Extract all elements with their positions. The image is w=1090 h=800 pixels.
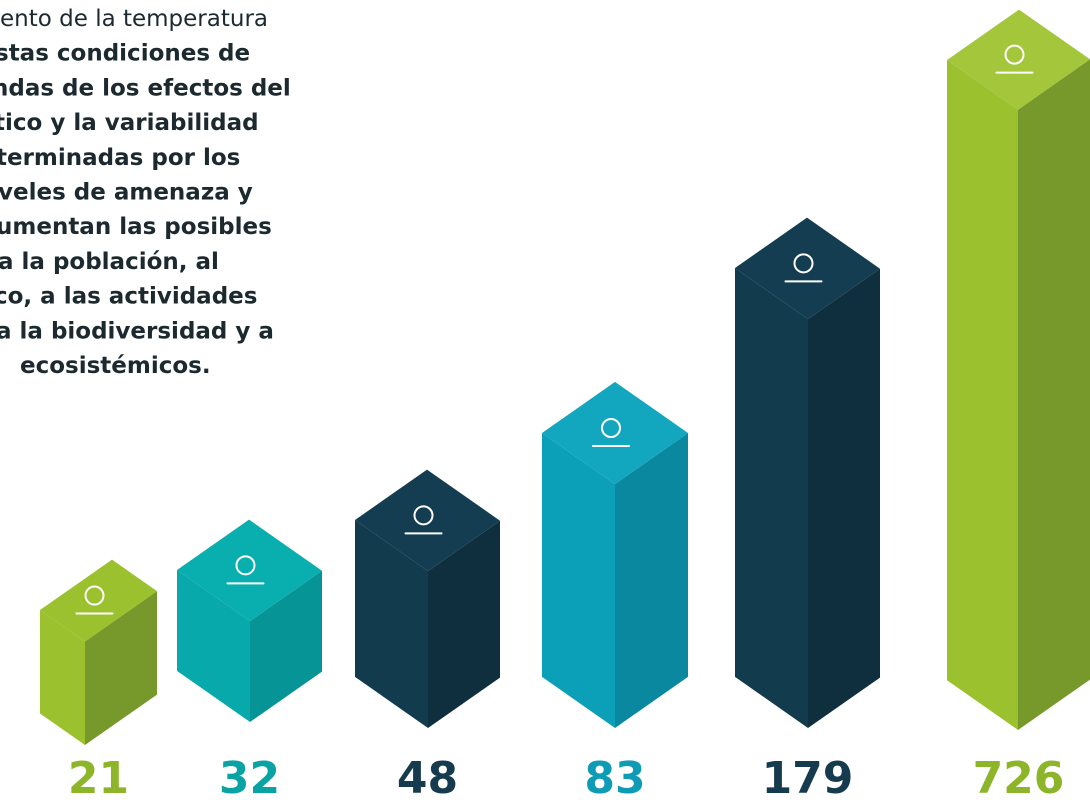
figure-value: 21 (68, 753, 129, 800)
paragraph-line: a la biodiversidad y a (0, 318, 274, 344)
paragraph-line: umentan las posibles (0, 214, 272, 240)
bar-left-face (735, 268, 808, 728)
bar-left-face (355, 520, 428, 728)
bar-top (177, 519, 322, 622)
bar-top (947, 9, 1090, 110)
bar-top (40, 559, 157, 642)
paragraph-line: ecosistémicos. (20, 353, 211, 379)
paragraph-line: veles de amenaza y (0, 180, 253, 206)
icon (84, 585, 105, 606)
figure-value: 83 (584, 753, 645, 800)
paragraph-line: a la población, al (0, 249, 219, 275)
bar-left-face (542, 433, 615, 728)
figure-value: 179 (762, 753, 854, 800)
figures: 21 32 48 83 179 726 (68, 753, 1065, 800)
bar-right-face (615, 433, 688, 728)
bar-top (355, 469, 500, 572)
bar-right-face (808, 268, 880, 728)
bar-top (735, 217, 880, 320)
bars (40, 9, 1090, 745)
paragraph-line: tico y la variabilidad (0, 110, 259, 136)
bar-left-face (947, 60, 1018, 730)
bar-right-face (1018, 59, 1090, 731)
bar-top (542, 381, 688, 485)
bar-right-face (250, 570, 322, 722)
icon (601, 418, 621, 438)
icon (235, 555, 256, 576)
bar-right-face (85, 591, 157, 745)
paragraph: ento de la temperatura stas condiciones d… (0, 6, 291, 379)
bar-right-face (428, 520, 500, 728)
paragraph-line: co, a las actividades (0, 284, 257, 310)
paragraph-line: ento de la temperatura (0, 6, 268, 32)
icon (413, 505, 434, 526)
paragraph-line: ndas de los efectos del (0, 75, 291, 101)
figure-value: 726 (973, 753, 1065, 800)
figure-value: 48 (397, 753, 458, 800)
bar-left-face (40, 610, 85, 745)
paragraph-line: terminadas por los (0, 145, 240, 171)
icon (793, 253, 814, 274)
bar-left-face (177, 570, 250, 722)
icon (1004, 44, 1025, 65)
paragraph-line: stas condiciones de (0, 41, 250, 67)
figure-value: 32 (219, 753, 280, 800)
